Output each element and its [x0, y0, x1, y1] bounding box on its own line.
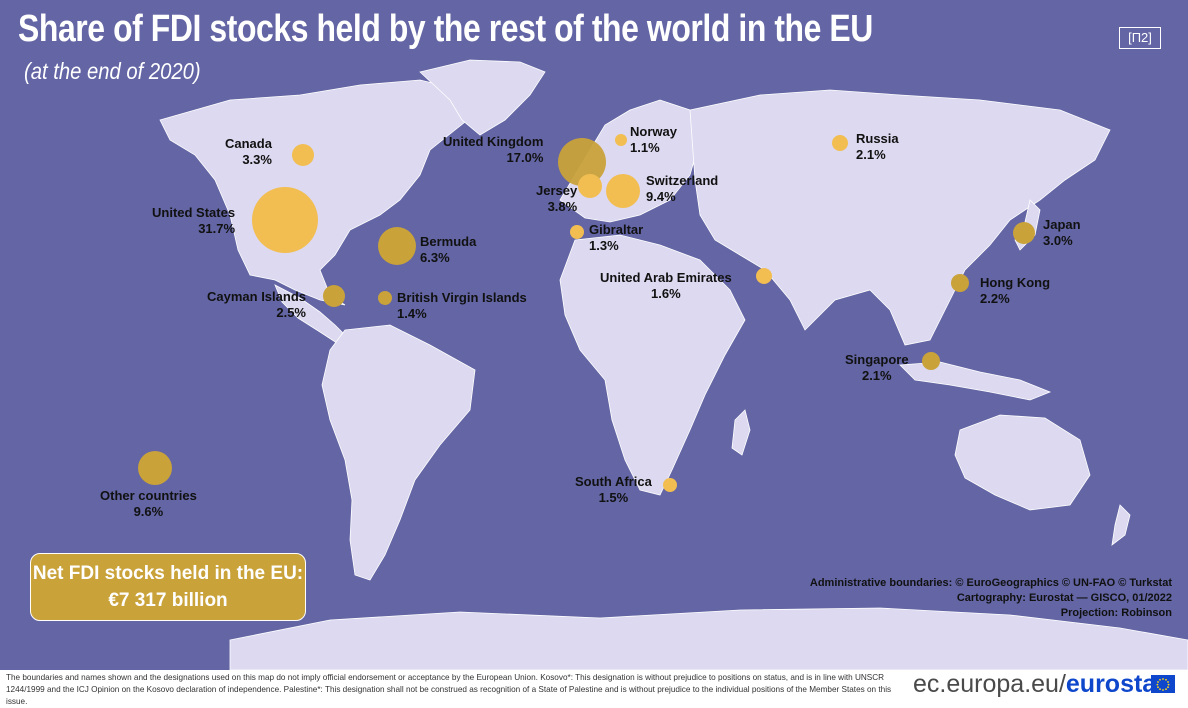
label-gibraltar: Gibraltar 1.3% — [589, 222, 644, 253]
net-fdi-total-label: Net FDI stocks held in the EU: — [32, 563, 304, 584]
brand-prefix: ec.europa.eu/ — [913, 670, 1066, 698]
map-title: Share of FDI stocks held by the rest of … — [18, 8, 873, 50]
label-singapore: Singapore 2.1% — [845, 352, 909, 383]
eurostat-brand[interactable]: ec.europa.eu/eurostat — [913, 670, 1165, 699]
eu-flag-icon — [1151, 675, 1175, 693]
greenland-landmass — [419, 59, 546, 136]
label-russia: Russia 2.1% — [856, 131, 899, 162]
australia-landmass — [954, 414, 1091, 511]
label-hong-kong: Hong Kong 2.2% — [980, 275, 1051, 306]
label-norway: Norway 1.1% — [630, 124, 677, 155]
bubble-jersey — [578, 174, 602, 198]
net-fdi-total-box: Net FDI stocks held in the EU: €7 317 bi… — [30, 553, 306, 621]
label-japan: Japan 3.0% — [1043, 217, 1081, 248]
bubble-united-arab-emirates — [756, 268, 772, 284]
label-bermuda: Bermuda 6.3% — [420, 234, 477, 265]
asia-landmass — [689, 89, 1111, 346]
world-map: Canada 3.3% United States 31.7% Bermuda 6.3… — [0, 0, 1188, 670]
label-british-virgin-islands: British Virgin Islands 1.4% — [397, 290, 527, 321]
bubble-gibraltar — [570, 225, 584, 239]
bubble-bermuda — [378, 227, 416, 265]
bubble-united-states — [252, 187, 318, 253]
map-credits: Administrative boundaries: © EuroGeograp… — [810, 576, 1172, 621]
north-america-landmass — [159, 79, 481, 306]
indonesia-landmass — [899, 361, 1052, 401]
bubble-switzerland — [606, 174, 640, 208]
bubble-other-countries — [138, 451, 172, 485]
label-cayman-islands: Cayman Islands 2.5% — [207, 289, 306, 320]
land-masses — [159, 59, 1188, 670]
south-america-landmass — [321, 324, 476, 581]
label-united-kingdom: United Kingdom 17.0% — [443, 134, 544, 165]
new-zealand-landmass — [1111, 504, 1131, 546]
bubble-singapore — [922, 352, 940, 370]
bubble-south-africa — [663, 478, 677, 492]
label-switzerland: Switzerland 9.4% — [646, 173, 719, 204]
credits-projection: Projection: Robinson — [1060, 607, 1172, 619]
map-code-badge: [П2] — [1119, 27, 1161, 49]
bubble-japan — [1013, 222, 1035, 244]
bubble-russia — [832, 135, 848, 151]
antarctica-landmass — [229, 607, 1188, 670]
credits-boundaries: Administrative boundaries: © EuroGeograp… — [809, 577, 1172, 589]
bubble-hong-kong — [951, 274, 969, 292]
madagascar-landmass — [731, 409, 751, 456]
map-subtitle: (at the end of 2020) — [24, 58, 201, 84]
disclaimer-text: The boundaries and names shown and the d… — [6, 673, 892, 706]
label-united-states: United States 31.7% — [152, 205, 236, 236]
brand-name: eurostat — [1065, 670, 1165, 698]
bubble-canada — [292, 144, 314, 166]
label-canada: Canada 3.3% — [225, 136, 272, 167]
label-south-africa: South Africa 1.5% — [575, 474, 652, 505]
africa-landmass — [559, 234, 746, 496]
bubble-cayman-islands — [323, 285, 345, 307]
bubble-british-virgin-islands — [378, 291, 392, 305]
bubble-norway — [615, 134, 627, 146]
credits-cartography: Cartography: Eurostat — GISCO, 01/2022 — [956, 592, 1172, 604]
net-fdi-total-value: €7 317 billion — [108, 590, 228, 611]
label-united-arab-emirates: United Arab Emirates 1.6% — [600, 270, 732, 301]
label-jersey: Jersey 3.8% — [536, 183, 578, 214]
label-other-countries: Other countries 9.6% — [100, 488, 197, 519]
